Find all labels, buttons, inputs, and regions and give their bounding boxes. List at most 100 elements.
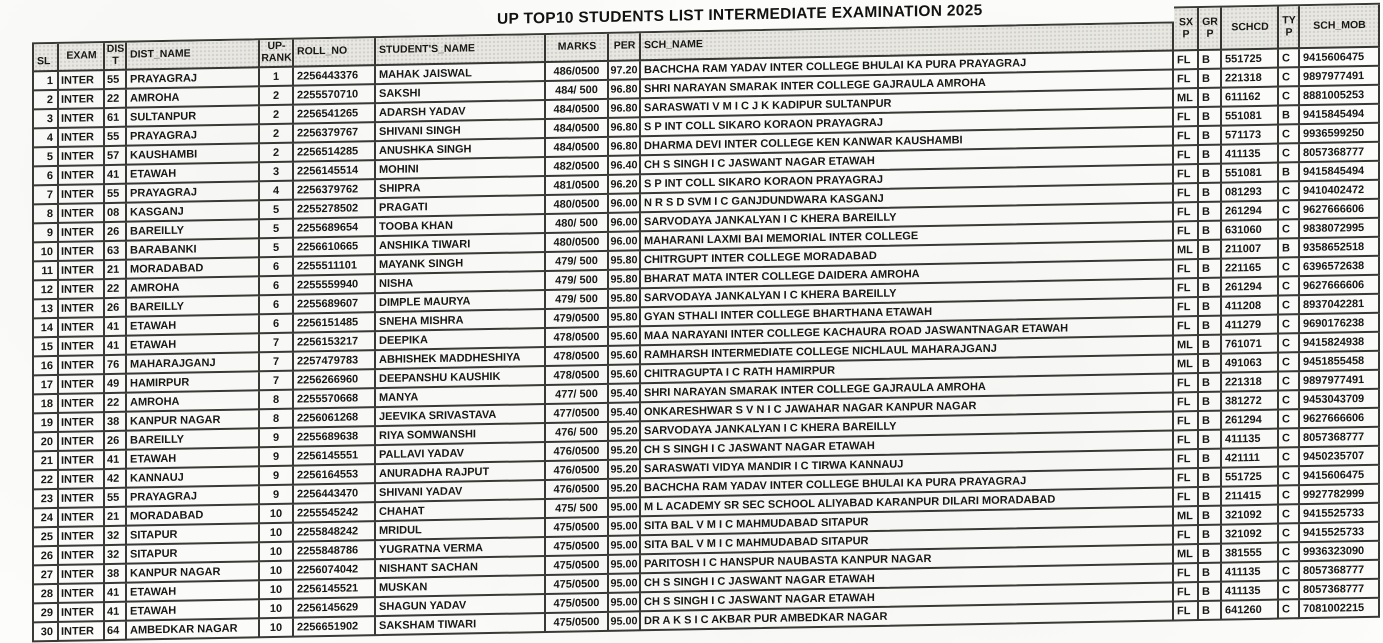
cell-dist: 41 [105, 165, 127, 186]
col-header-sch-mob: SCH_MOB [1300, 4, 1380, 50]
cell-exam: INTER [59, 622, 105, 642]
cell-ty: C [1279, 543, 1300, 563]
cell-schcd: 551081 [1222, 106, 1279, 127]
cell-up_rank: 2 [260, 124, 294, 145]
cell-schcd: 411279 [1222, 315, 1279, 336]
cell-up_rank: 5 [260, 238, 294, 259]
col-header-ty: TY P [1279, 6, 1300, 50]
cell-roll_no: 2255848786 [294, 541, 376, 562]
cell-sx: ML [1174, 241, 1199, 261]
cell-marks: 479/ 500 [546, 289, 609, 310]
cell-sch_mob: 7081002215 [1300, 598, 1380, 620]
cell-exam: INTER [59, 413, 105, 433]
cell-roll_no: 2256443470 [294, 484, 376, 505]
cell-sx: FL [1174, 127, 1199, 147]
cell-roll_no: 2256443376 [294, 66, 376, 87]
cell-dist: 22 [105, 89, 127, 110]
cell-ty: C [1279, 410, 1300, 430]
col-header-dist-name: DIST_NAME [127, 40, 260, 71]
cell-dist_name: KANNAUJ [127, 467, 260, 489]
cell-sx: ML [1174, 507, 1199, 527]
cell-exam: INTER [59, 223, 105, 243]
cell-sch_mob: 9415845494 [1300, 104, 1380, 126]
cell-ty: C [1279, 144, 1300, 164]
cell-ty: C [1279, 220, 1300, 240]
cell-marks: 484/0500 [546, 99, 609, 120]
cell-gr: B [1199, 525, 1222, 546]
cell-ty: C [1279, 87, 1300, 107]
cell-marks: 478/0500 [546, 365, 609, 386]
cell-schcd: 571173 [1222, 125, 1279, 146]
cell-schcd: 551725 [1222, 467, 1279, 488]
cell-dist_name: ETAWAH [127, 315, 260, 337]
cell-exam: INTER [59, 204, 105, 224]
cell-marks: 475/0500 [546, 593, 609, 614]
cell-schcd: 321092 [1222, 524, 1279, 545]
cell-dist: 08 [105, 203, 127, 224]
cell-per: 95.00 [609, 517, 641, 537]
cell-sl: 14 [34, 318, 59, 339]
col-header-schcd: SCHCD [1222, 6, 1279, 51]
cell-dist_name: ETAWAH [127, 448, 260, 470]
cell-ty: C [1279, 125, 1300, 145]
cell-sl: 28 [34, 584, 59, 605]
cell-gr: B [1199, 563, 1222, 584]
cell-up_rank: 2 [260, 105, 294, 126]
cell-sl: 15 [34, 337, 59, 358]
cell-sx: FL [1174, 146, 1199, 166]
cell-schcd: 411208 [1222, 296, 1279, 317]
col-header-per: PER [609, 33, 641, 62]
cell-sx: FL [1174, 70, 1199, 90]
cell-ty: C [1279, 258, 1300, 278]
cell-gr: B [1199, 430, 1222, 451]
cell-ty: C [1279, 581, 1300, 601]
cell-per: 96.00 [609, 213, 641, 233]
cell-dist: 76 [105, 355, 127, 376]
cell-exam: INTER [59, 261, 105, 281]
cell-dist: 61 [105, 108, 127, 129]
cell-gr: B [1199, 259, 1222, 280]
cell-up_rank: 6 [260, 276, 294, 297]
cell-dist: 41 [105, 317, 127, 338]
cell-sch_mob: 9453043709 [1300, 389, 1380, 411]
cell-sch_mob: 9897977491 [1300, 66, 1380, 88]
cell-dist: 41 [105, 583, 127, 604]
cell-sch_mob: 8937042281 [1300, 294, 1380, 316]
cell-schcd: 221165 [1222, 258, 1279, 279]
cell-marks: 476/ 500 [546, 422, 609, 443]
cell-roll_no: 2255545242 [294, 503, 376, 524]
cell-ty: C [1279, 353, 1300, 373]
cell-gr: B [1199, 164, 1222, 185]
cell-dist_name: AMROHA [127, 87, 260, 109]
cell-student_name: SAKSHAM TIWARI [376, 613, 546, 637]
cell-roll_no: 2255848242 [294, 522, 376, 543]
cell-sch_mob: 9936599250 [1300, 123, 1380, 145]
cell-sx: FL [1174, 279, 1199, 299]
cell-gr: B [1199, 240, 1222, 261]
cell-roll_no: 2256651902 [294, 617, 376, 638]
cell-exam: INTER [59, 185, 105, 205]
cell-ty: C [1279, 505, 1300, 525]
cell-gr: B [1199, 601, 1222, 622]
cell-sx: FL [1174, 412, 1199, 432]
cell-dist: 55 [105, 184, 127, 205]
cell-marks: 480/0500 [546, 194, 609, 215]
cell-dist: 21 [105, 260, 127, 281]
cell-exam: INTER [59, 280, 105, 300]
cell-sl: 25 [34, 527, 59, 548]
cell-ty: C [1279, 68, 1300, 88]
cell-marks: 478/0500 [546, 327, 609, 348]
cell-schcd: 421111 [1222, 448, 1279, 469]
cell-sx: FL [1174, 222, 1199, 242]
cell-per: 95.00 [609, 498, 641, 518]
cell-sl: 24 [34, 508, 59, 529]
cell-roll_no: 2255511101 [294, 256, 376, 277]
cell-exam: INTER [59, 432, 105, 452]
cell-ty: C [1279, 372, 1300, 392]
cell-sl: 11 [34, 261, 59, 282]
cell-sl: 6 [34, 166, 59, 187]
cell-sx: FL [1174, 203, 1199, 223]
cell-exam: INTER [59, 375, 105, 395]
cell-dist_name: PRAYAGRAJ [127, 182, 260, 204]
cell-dist_name: ETAWAH [127, 581, 260, 603]
